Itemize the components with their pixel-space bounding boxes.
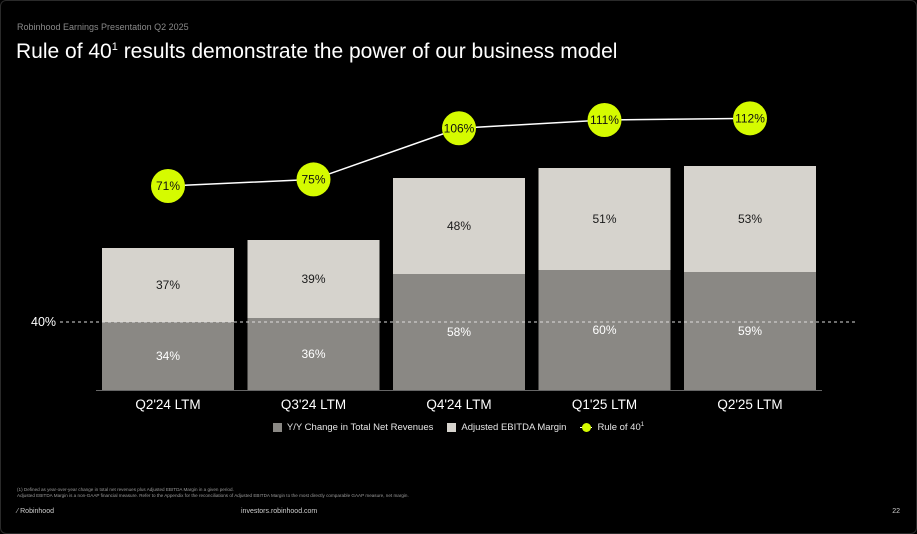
data-label-ebitda-margin-3: 48% bbox=[447, 219, 471, 233]
rule-of-40-point-1 bbox=[151, 169, 185, 203]
bar-ebitda-margin-2 bbox=[247, 240, 380, 318]
bar-ebitda-margin-1 bbox=[102, 248, 234, 322]
legend-item-revenue-growth: Y/Y Change in Total Net Revenues bbox=[272, 422, 434, 434]
slide-title: Rule of 401 results demonstrate the powe… bbox=[16, 40, 617, 64]
footnote-2: Adjusted EBITDA Margin is a non-GAAP fin… bbox=[17, 493, 409, 498]
data-label-ebitda-margin-5: 53% bbox=[738, 212, 762, 226]
x-tick-label-1: Q2'24 LTM bbox=[135, 397, 200, 412]
rule-of-40-point-3 bbox=[442, 111, 476, 146]
presentation-eyebrow: Robinhood Earnings Presentation Q2 2025 bbox=[17, 22, 189, 32]
legend-swatch-ebitda-margin bbox=[447, 423, 457, 433]
data-label-revenue-growth-1: 34% bbox=[156, 349, 180, 363]
logo-text: Robinhood bbox=[20, 508, 54, 515]
legend-swatch-revenue-growth bbox=[272, 423, 282, 433]
data-label-revenue-growth-4: 60% bbox=[592, 323, 616, 337]
data-label-ebitda-margin-2: 39% bbox=[301, 272, 325, 286]
chart-legend: Y/Y Change in Total Net Revenues Adjuste… bbox=[0, 422, 917, 433]
rule-of-40-label-4: 111% bbox=[590, 113, 619, 127]
legend-label-rule-of-40-text: Rule of 40 bbox=[597, 422, 641, 434]
bar-ebitda-margin-3 bbox=[393, 178, 525, 274]
page-number: 22 bbox=[892, 508, 900, 515]
legend-label-ebitda-margin: Adjusted EBITDA Margin bbox=[461, 422, 567, 434]
bar-ebitda-margin-5 bbox=[684, 166, 816, 272]
bar-revenue-growth-2 bbox=[247, 318, 380, 390]
feather-icon: ⁄ bbox=[17, 508, 21, 515]
data-label-ebitda-margin-4: 51% bbox=[592, 212, 616, 226]
data-label-ebitda-margin-1: 37% bbox=[156, 278, 180, 292]
bar-revenue-growth-3 bbox=[393, 274, 525, 390]
bar-revenue-growth-1 bbox=[102, 322, 234, 390]
legend-item-ebitda-margin: Adjusted EBITDA Margin bbox=[447, 422, 566, 433]
rule-of-40-point-4 bbox=[587, 103, 622, 137]
title-footnote-mark: 1 bbox=[111, 41, 118, 53]
investor-url: investors.robinhood.com bbox=[241, 508, 318, 515]
data-label-revenue-growth-3: 58% bbox=[447, 325, 471, 339]
bar-ebitda-margin-4 bbox=[538, 168, 671, 270]
legend-label-rule-of-40: Rule of 401 bbox=[597, 422, 644, 433]
legend-label-revenue-growth: Y/Y Change in Total Net Revenues bbox=[286, 422, 434, 434]
x-tick-label-4: Q1'25 LTM bbox=[572, 397, 637, 412]
x-tick-label-2: Q3'24 LTM bbox=[281, 397, 346, 412]
footnotes: (1) Defined as year-over-year change in … bbox=[17, 487, 409, 499]
bar-revenue-growth-4 bbox=[538, 270, 671, 390]
reference-line-label: 40% bbox=[31, 315, 56, 329]
x-tick-label-3: Q4'24 LTM bbox=[426, 397, 491, 412]
legend-item-rule-of-40: Rule of 401 bbox=[580, 422, 644, 433]
robinhood-logo: ⁄ Robinhood bbox=[17, 508, 54, 515]
rule-of-40-label-3: 106% bbox=[444, 121, 475, 135]
title-text: Rule of 40 bbox=[16, 40, 112, 63]
x-tick-label-5: Q2'25 LTM bbox=[717, 397, 782, 412]
rule-of-40-label-2: 75% bbox=[301, 172, 325, 186]
rule-of-40-label-5: 112% bbox=[735, 111, 765, 125]
data-label-revenue-growth-5: 59% bbox=[738, 324, 762, 338]
legend-footnote-mark: 1 bbox=[640, 422, 645, 428]
footnote-1: (1) Defined as year-over-year change in … bbox=[17, 487, 234, 492]
data-label-revenue-growth-2: 36% bbox=[301, 347, 325, 361]
rule-of-40-label-1: 71% bbox=[156, 179, 180, 193]
legend-swatch-rule-of-40 bbox=[580, 423, 593, 433]
title-text-rest: results demonstrate the power of our bus… bbox=[117, 40, 618, 63]
rule-of-40-point-2 bbox=[296, 162, 331, 197]
rule-of-40-point-5 bbox=[733, 101, 767, 136]
bar-revenue-growth-5 bbox=[684, 272, 816, 390]
